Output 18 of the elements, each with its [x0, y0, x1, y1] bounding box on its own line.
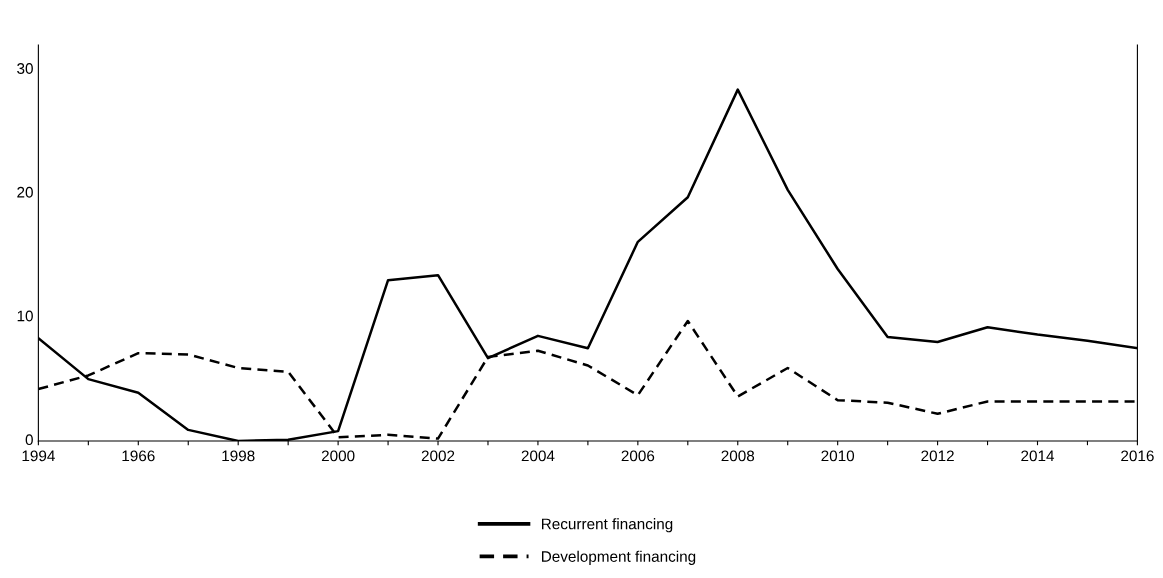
x-tick-label: 2004 [521, 450, 555, 462]
y-tick-label: 20 [17, 186, 33, 198]
x-tick-label: 2016 [1121, 450, 1154, 462]
x-tick-label: 2002 [421, 450, 455, 462]
legend-label: Development financing [542, 550, 696, 565]
x-tick-label: 2012 [921, 450, 954, 462]
x-tick-label: 2006 [621, 450, 655, 462]
x-tick-label: 2008 [721, 450, 755, 462]
x-tick-label: 1998 [222, 450, 255, 462]
x-tick-label: 2000 [321, 450, 355, 462]
y-tick-label: 10 [17, 310, 33, 322]
x-tick-label: 2010 [821, 450, 855, 462]
x-tick-label: 1994 [22, 450, 55, 462]
x-tick-label: 1966 [122, 450, 155, 462]
legend-label: Recurrent financing [542, 518, 673, 533]
y-tick-label: 0 [25, 434, 33, 446]
x-tick-label: 2014 [1021, 450, 1055, 462]
y-tick-label: 30 [17, 63, 33, 74]
